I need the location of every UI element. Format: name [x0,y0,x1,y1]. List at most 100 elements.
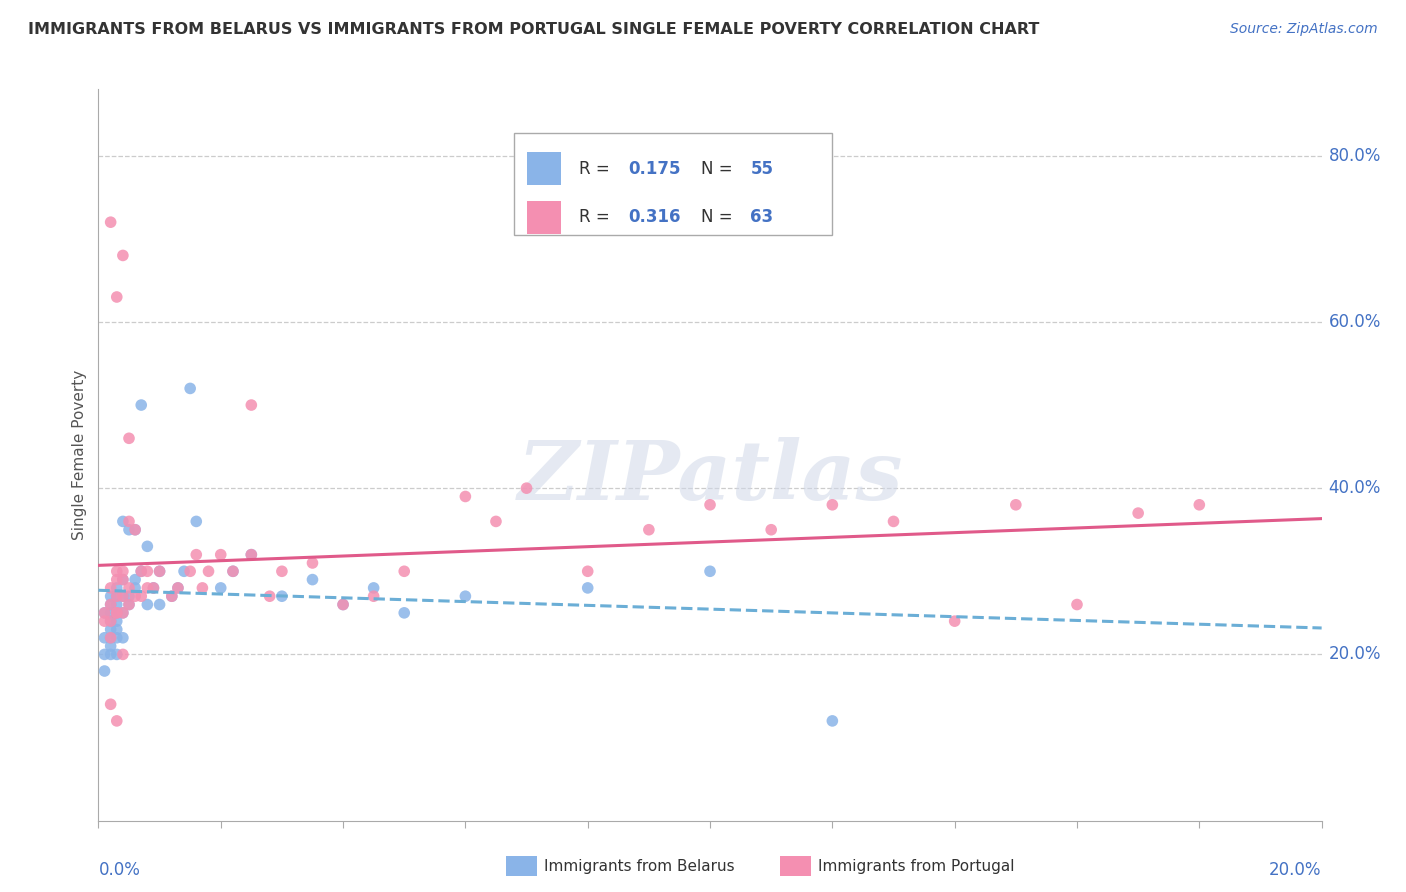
Text: R =: R = [579,160,616,178]
Point [129,589,152,603]
Point [111,606,134,620]
Point [100,606,122,620]
Point [100,648,122,662]
Text: 20.0%: 20.0% [1329,646,1381,664]
Point [111,573,134,587]
Point [149,564,172,578]
Point [118,598,141,612]
Point [100,598,122,612]
Point [136,564,159,578]
Point [943,614,966,628]
Point [100,698,122,712]
Point [105,589,128,603]
Point [332,598,354,612]
Point [240,398,263,412]
Point [301,573,323,587]
Point [93,606,115,620]
Point [111,631,134,645]
Point [124,573,146,587]
Point [363,581,385,595]
Text: 0.316: 0.316 [628,208,681,226]
Point [105,598,128,612]
Point [301,556,323,570]
Text: 63: 63 [751,208,773,226]
Text: N =: N = [702,160,738,178]
Point [111,515,134,529]
Point [883,515,905,529]
Point [186,515,208,529]
Point [105,714,128,728]
Point [821,498,844,512]
Text: 55: 55 [751,160,773,178]
Point [100,589,122,603]
Point [124,523,146,537]
Point [392,564,416,578]
Point [118,431,141,445]
Point [270,564,292,578]
Point [105,606,128,620]
Point [93,648,115,662]
Point [105,589,128,603]
Text: 0.175: 0.175 [628,160,681,178]
Text: 40.0%: 40.0% [1329,479,1381,497]
Point [105,573,128,587]
Point [142,581,165,595]
Point [100,623,122,637]
Point [105,290,128,304]
Point [111,606,134,620]
Text: 20.0%: 20.0% [1270,861,1322,879]
Point [637,523,661,537]
Y-axis label: Single Female Poverty: Single Female Poverty [72,370,87,540]
Point [118,523,141,537]
Point [454,589,477,603]
Point [105,606,128,620]
Point [111,648,134,662]
Point [222,564,245,578]
Point [240,548,263,562]
Point [454,490,477,504]
Point [118,598,141,612]
Point [100,215,122,229]
Point [100,631,122,645]
Point [1188,498,1211,512]
Point [105,581,128,595]
Point [124,589,146,603]
Point [93,614,115,628]
Point [136,581,159,595]
Point [699,564,721,578]
Text: 80.0%: 80.0% [1329,146,1381,165]
FancyBboxPatch shape [515,133,832,235]
Point [759,523,782,537]
Point [142,581,165,595]
Point [699,498,721,512]
Bar [527,153,561,186]
Point [100,614,122,628]
Point [124,523,146,537]
Point [576,581,599,595]
Point [485,515,508,529]
Point [118,589,141,603]
Point [93,631,115,645]
Point [129,564,152,578]
Point [100,598,122,612]
Point [111,589,134,603]
Point [100,581,122,595]
Point [100,614,122,628]
Point [197,564,219,578]
Point [1066,598,1088,612]
Point [270,589,292,603]
Point [392,606,416,620]
Text: Immigrants from Portugal: Immigrants from Portugal [818,859,1015,873]
Point [105,564,128,578]
Point [332,598,354,612]
Text: IMMIGRANTS FROM BELARUS VS IMMIGRANTS FROM PORTUGAL SINGLE FEMALE POVERTY CORREL: IMMIGRANTS FROM BELARUS VS IMMIGRANTS FR… [28,22,1039,37]
Point [222,564,245,578]
Point [111,573,134,587]
Point [821,714,844,728]
Point [111,248,134,262]
Point [240,548,263,562]
Point [1004,498,1026,512]
Bar [527,201,561,234]
Text: Immigrants from Belarus: Immigrants from Belarus [544,859,735,873]
Point [186,548,208,562]
